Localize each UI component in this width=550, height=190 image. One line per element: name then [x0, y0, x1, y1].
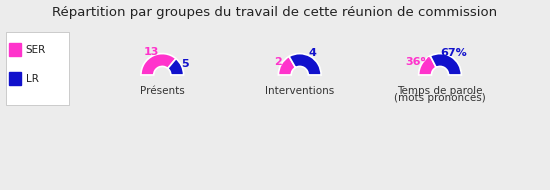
Wedge shape [289, 54, 321, 75]
FancyBboxPatch shape [6, 32, 69, 104]
Text: 13: 13 [144, 47, 159, 57]
Text: 4: 4 [309, 48, 316, 58]
Text: 67%: 67% [440, 48, 467, 58]
Text: Présents: Présents [140, 86, 185, 96]
Wedge shape [278, 56, 295, 75]
Wedge shape [430, 54, 461, 75]
Wedge shape [141, 54, 176, 75]
Text: (mots prononcés): (mots prononcés) [394, 93, 486, 103]
Wedge shape [419, 56, 436, 75]
Text: Temps de parole: Temps de parole [397, 86, 483, 96]
Text: LR: LR [26, 74, 39, 84]
Text: 5: 5 [182, 59, 189, 69]
Text: Interventions: Interventions [265, 86, 334, 96]
Text: Répartition par groupes du travail de cette réunion de commission: Répartition par groupes du travail de ce… [52, 6, 498, 19]
Bar [9, 43, 21, 56]
Wedge shape [168, 59, 184, 75]
Text: 36%: 36% [405, 57, 431, 66]
Bar [9, 72, 21, 85]
Text: 2: 2 [274, 57, 282, 67]
Text: SER: SER [26, 45, 46, 55]
